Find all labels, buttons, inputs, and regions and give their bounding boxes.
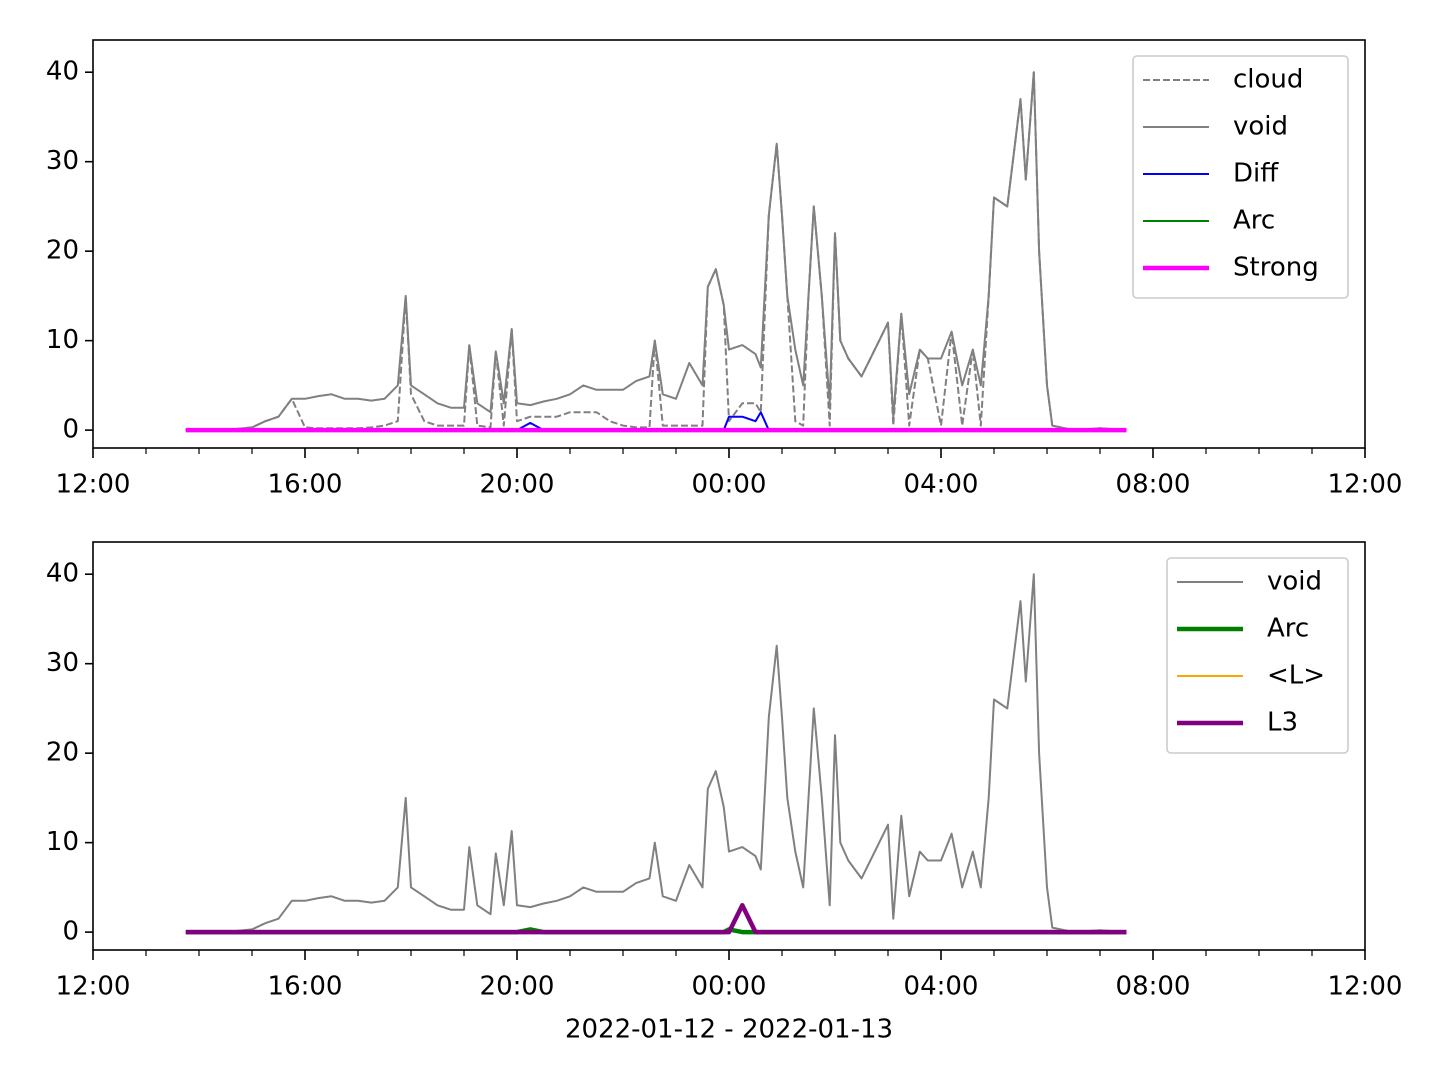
plot-area bbox=[185, 573, 1127, 935]
y-tick-label: 20 bbox=[46, 236, 79, 266]
legend-label: <L> bbox=[1267, 661, 1325, 691]
axes-frame bbox=[92, 541, 1366, 951]
y-tick-label: 30 bbox=[46, 648, 79, 678]
x-tick-label: 00:00 bbox=[692, 972, 767, 1002]
x-tick-label: 12:00 bbox=[1328, 972, 1403, 1002]
x-tick-label: 16:00 bbox=[268, 470, 343, 500]
legend-label: void bbox=[1267, 567, 1322, 597]
legend-box bbox=[1132, 55, 1349, 299]
y-tick-label: 40 bbox=[46, 57, 79, 87]
y-tick-label: 20 bbox=[46, 738, 79, 768]
series-line bbox=[185, 71, 1127, 432]
series-line bbox=[185, 573, 1127, 934]
y-tick-label: 40 bbox=[46, 559, 79, 589]
plot-area bbox=[185, 71, 1127, 433]
y-tick-label: 0 bbox=[62, 917, 79, 947]
x-tick-label: 12:00 bbox=[56, 470, 131, 500]
legend-label: Diff bbox=[1233, 159, 1279, 189]
legend-box bbox=[1166, 557, 1349, 754]
x-tick-label: 12:00 bbox=[56, 972, 131, 1002]
legend-label: Strong bbox=[1233, 253, 1319, 283]
legend-label: Arc bbox=[1267, 614, 1309, 644]
x-tick-label: 20:00 bbox=[480, 470, 555, 500]
x-tick-label: 00:00 bbox=[692, 470, 767, 500]
y-tick-label: 30 bbox=[46, 146, 79, 176]
x-axis-label: 2022-01-12 - 2022-01-13 bbox=[565, 1015, 893, 1045]
x-tick-label: 04:00 bbox=[904, 972, 979, 1002]
x-tick-label: 16:00 bbox=[268, 972, 343, 1002]
y-tick-label: 0 bbox=[62, 415, 79, 445]
x-tick-label: 12:00 bbox=[1328, 470, 1403, 500]
legend-label: Arc bbox=[1233, 206, 1275, 236]
series-line bbox=[185, 71, 1127, 432]
legend-label: L3 bbox=[1267, 708, 1298, 738]
legend-label: cloud bbox=[1233, 65, 1303, 95]
y-tick-label: 10 bbox=[46, 827, 79, 857]
y-tick-label: 10 bbox=[46, 325, 79, 355]
x-tick-label: 04:00 bbox=[904, 470, 979, 500]
x-tick-label: 20:00 bbox=[480, 972, 555, 1002]
series-line bbox=[185, 904, 1127, 934]
axes-frame bbox=[92, 39, 1366, 449]
x-tick-label: 08:00 bbox=[1116, 470, 1191, 500]
series-line bbox=[185, 903, 1127, 935]
x-tick-label: 08:00 bbox=[1116, 972, 1191, 1002]
legend-label: void bbox=[1233, 112, 1288, 142]
